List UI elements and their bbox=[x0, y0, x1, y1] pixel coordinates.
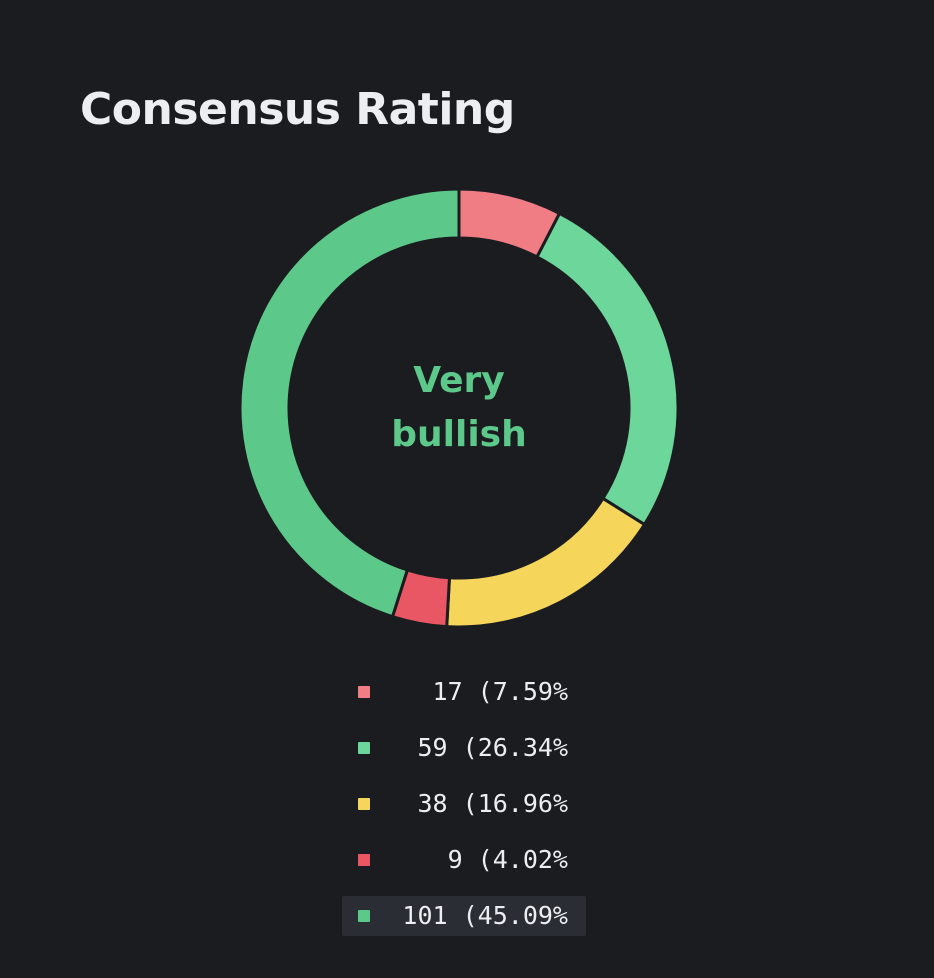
legend-item[interactable]: 101 (45.09% bbox=[342, 896, 586, 936]
legend-swatch bbox=[358, 742, 370, 754]
legend-label: 17 (7.59% bbox=[432, 677, 568, 706]
legend-swatch bbox=[358, 910, 370, 922]
legend-label: 101 (45.09% bbox=[402, 901, 568, 930]
donut-chart: Very bullish bbox=[238, 187, 680, 629]
legend-item[interactable]: 9 (4.02% bbox=[342, 840, 586, 880]
donut-slice[interactable] bbox=[535, 211, 680, 527]
donut-slice[interactable] bbox=[445, 496, 647, 629]
legend-item[interactable]: 17 (7.59% bbox=[342, 672, 586, 712]
legend-swatch bbox=[358, 686, 370, 698]
legend-item[interactable]: 38 (16.96% bbox=[342, 784, 586, 824]
donut-slice[interactable] bbox=[238, 187, 461, 619]
page-title: Consensus Rating bbox=[80, 84, 515, 135]
donut-chart-svg bbox=[238, 187, 680, 629]
legend-label: 59 (26.34% bbox=[417, 733, 568, 762]
legend-label: 38 (16.96% bbox=[417, 789, 568, 818]
legend-swatch bbox=[358, 798, 370, 810]
legend-item[interactable]: 59 (26.34% bbox=[342, 728, 586, 768]
chart-legend: 17 (7.59% 59 (26.34% 38 (16.96% 9 (4.02% 101… bbox=[342, 672, 586, 952]
legend-label: 9 (4.02% bbox=[447, 845, 568, 874]
legend-swatch bbox=[358, 854, 370, 866]
